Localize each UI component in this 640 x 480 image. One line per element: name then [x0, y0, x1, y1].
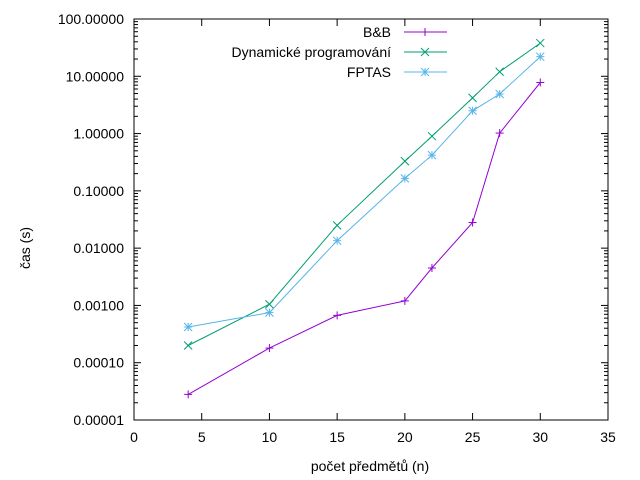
data-point — [265, 308, 274, 317]
data-point — [332, 236, 342, 246]
y-tick-label: 100.00000 — [58, 11, 124, 27]
x-tick-label: 10 — [262, 429, 278, 445]
legend-swatch-marker — [420, 47, 430, 57]
data-point — [400, 174, 410, 183]
data-point — [427, 264, 436, 273]
data-point — [468, 218, 477, 227]
series-1 — [183, 38, 545, 350]
series-line — [187, 42, 541, 346]
x-tick-label: 20 — [397, 429, 413, 445]
data-point — [468, 93, 477, 103]
axes: 0 5 10 15 20 25 30 35 0.00001 0.00010 0.00100 0.010… — [58, 11, 616, 445]
series-layer — [183, 38, 545, 399]
data-point — [184, 390, 193, 399]
data-point — [536, 78, 545, 87]
x-tick-label: 25 — [465, 429, 481, 445]
legend-label: B&B — [363, 24, 391, 40]
data-point — [333, 311, 342, 320]
legend-swatch-marker — [420, 67, 430, 77]
data-point — [183, 341, 193, 350]
data-point — [535, 38, 545, 48]
y-tick-label: 0.01000 — [73, 240, 124, 256]
series-2 — [183, 52, 545, 332]
data-point — [265, 344, 274, 353]
legend-label: FPTAS — [347, 64, 391, 80]
data-point — [495, 67, 505, 77]
legend-swatch-marker — [421, 28, 429, 36]
y-axis-label: čas (s) — [17, 227, 33, 269]
y-tick-label: 0.10000 — [73, 183, 124, 199]
series-line — [188, 56, 541, 328]
x-axis-label: počet předmětů (n) — [311, 458, 429, 474]
y-tick-label: 0.00001 — [73, 412, 124, 428]
x-tick-label: 35 — [600, 429, 616, 445]
series-line — [187, 82, 541, 395]
data-point — [468, 106, 477, 116]
data-point — [183, 322, 193, 332]
series-0 — [184, 78, 545, 399]
data-point — [400, 296, 409, 305]
data-point — [332, 220, 342, 230]
legend-label: Dynamické programování — [231, 44, 391, 60]
x-tick-label: 0 — [130, 429, 138, 445]
x-tick-label: 5 — [198, 429, 206, 445]
data-point — [495, 89, 505, 99]
data-point — [265, 299, 274, 309]
plot-border — [133, 18, 609, 421]
data-point — [495, 129, 504, 138]
data-point — [427, 131, 437, 141]
y-tick-label: 0.00100 — [73, 297, 124, 313]
y-tick-label: 1.00000 — [73, 126, 124, 142]
legend: B&B Dynamické programování FPTAS — [231, 24, 447, 80]
data-point — [535, 52, 545, 62]
x-tick-label: 15 — [329, 429, 345, 445]
x-tick-label: 30 — [532, 429, 548, 445]
y-tick-label: 10.00000 — [66, 68, 125, 84]
y-tick-label: 0.00010 — [73, 355, 124, 371]
data-point — [427, 150, 437, 160]
data-point — [400, 156, 410, 166]
